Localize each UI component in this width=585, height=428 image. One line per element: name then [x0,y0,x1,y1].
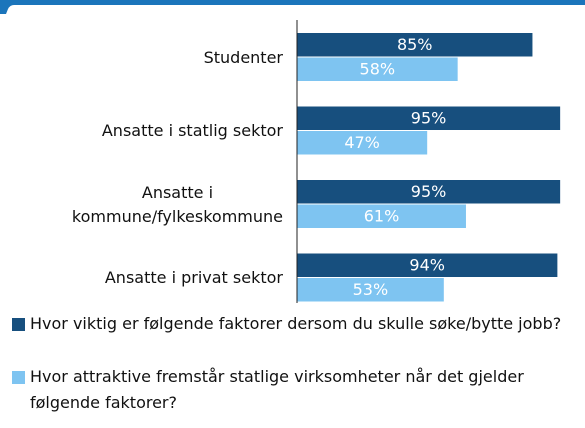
bar [297,204,466,228]
category-label: Studenter [203,47,283,67]
bar [297,33,533,57]
value-label: 47% [344,133,380,152]
category-label: Ansatte i privat sektor [104,268,283,287]
bar [297,131,428,155]
value-label: 95% [411,108,447,127]
bar [297,180,561,204]
category-label: Ansatte i kommune/fylkeskommune [71,182,283,226]
value-label: 95% [411,182,447,201]
legend-swatch [12,371,25,384]
legend-entry: Hvor viktig er følgende faktorer dersom … [12,311,570,337]
value-label: 61% [364,206,400,225]
bar [297,253,558,277]
value-label: 85% [397,35,433,54]
bar [297,106,561,130]
bar [297,278,444,302]
value-label: 58% [360,59,396,78]
header-band [0,0,585,14]
legend-entry: Hvor attraktive fremstår statlige virkso… [12,364,570,416]
value-label: 94% [409,255,445,274]
category-label: Ansatte i statlig sektor [101,121,283,140]
legend-swatch [12,318,25,331]
value-label: 53% [353,280,389,299]
bar [297,57,458,81]
